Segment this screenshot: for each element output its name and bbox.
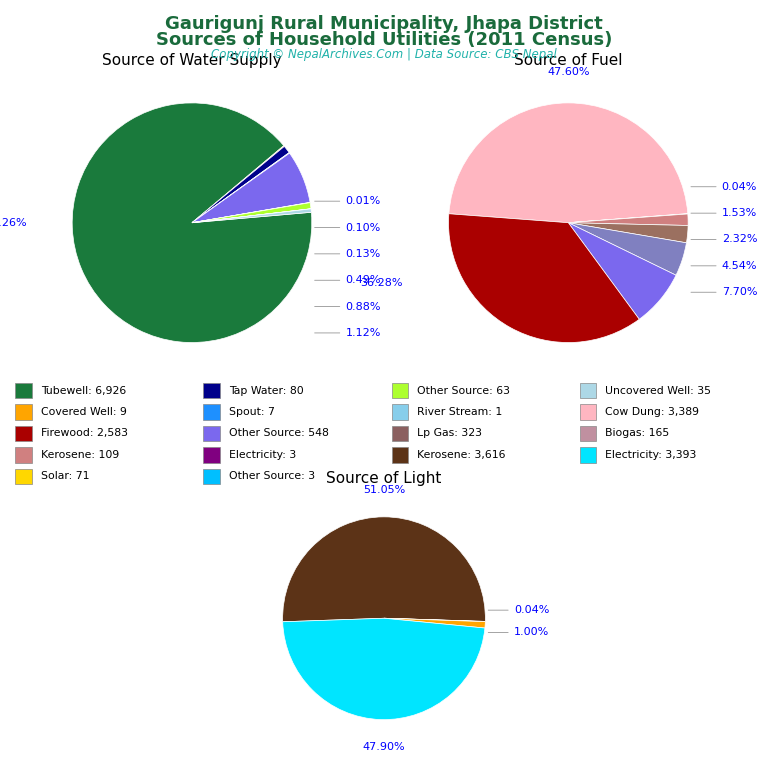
Title: Source of Fuel: Source of Fuel: [514, 53, 623, 68]
Text: 0.01%: 0.01%: [315, 196, 381, 206]
Wedge shape: [192, 209, 311, 223]
Text: Firewood: 2,583: Firewood: 2,583: [41, 429, 127, 439]
Wedge shape: [568, 214, 688, 223]
Text: 0.04%: 0.04%: [691, 182, 757, 192]
Text: Cow Dung: 3,389: Cow Dung: 3,389: [605, 407, 700, 417]
FancyBboxPatch shape: [580, 383, 596, 399]
Wedge shape: [283, 517, 485, 622]
FancyBboxPatch shape: [580, 425, 596, 441]
Wedge shape: [283, 618, 485, 720]
Text: Electricity: 3,393: Electricity: 3,393: [605, 450, 697, 460]
FancyBboxPatch shape: [392, 404, 408, 420]
Wedge shape: [192, 209, 311, 223]
Text: Lp Gas: 323: Lp Gas: 323: [417, 429, 482, 439]
FancyBboxPatch shape: [392, 425, 408, 441]
FancyBboxPatch shape: [204, 404, 220, 420]
Text: Solar: 71: Solar: 71: [41, 472, 89, 482]
Text: Copyright © NepalArchives.Com | Data Source: CBS Nepal: Copyright © NepalArchives.Com | Data Sou…: [211, 48, 557, 61]
Text: 0.49%: 0.49%: [315, 275, 381, 285]
Text: 47.60%: 47.60%: [547, 67, 590, 77]
Text: 1.53%: 1.53%: [691, 208, 757, 218]
FancyBboxPatch shape: [204, 468, 220, 484]
FancyBboxPatch shape: [204, 447, 220, 462]
Wedge shape: [568, 214, 688, 226]
FancyBboxPatch shape: [580, 404, 596, 420]
Text: Kerosene: 109: Kerosene: 109: [41, 450, 119, 460]
Wedge shape: [192, 153, 290, 223]
Text: 47.90%: 47.90%: [362, 742, 406, 752]
Text: Uncovered Well: 35: Uncovered Well: 35: [605, 386, 711, 396]
FancyBboxPatch shape: [392, 447, 408, 462]
Text: Other Source: 63: Other Source: 63: [417, 386, 510, 396]
Wedge shape: [449, 214, 639, 343]
Wedge shape: [192, 203, 311, 223]
FancyBboxPatch shape: [15, 383, 31, 399]
Wedge shape: [192, 147, 289, 223]
Text: Tubewell: 6,926: Tubewell: 6,926: [41, 386, 126, 396]
FancyBboxPatch shape: [204, 383, 220, 399]
Wedge shape: [568, 223, 687, 275]
Text: Other Source: 548: Other Source: 548: [229, 429, 329, 439]
Text: 0.04%: 0.04%: [488, 605, 549, 615]
Text: 1.00%: 1.00%: [488, 627, 549, 637]
Text: Covered Well: 9: Covered Well: 9: [41, 407, 127, 417]
Text: 51.05%: 51.05%: [362, 485, 406, 495]
Text: Gaurigunj Rural Municipality, Jhapa District: Gaurigunj Rural Municipality, Jhapa Dist…: [165, 15, 603, 33]
Wedge shape: [568, 223, 676, 319]
FancyBboxPatch shape: [15, 447, 31, 462]
Text: 0.13%: 0.13%: [315, 249, 381, 259]
FancyBboxPatch shape: [15, 404, 31, 420]
Wedge shape: [72, 103, 312, 343]
Wedge shape: [192, 153, 310, 223]
FancyBboxPatch shape: [15, 468, 31, 484]
Wedge shape: [449, 103, 688, 223]
Text: 97.26%: 97.26%: [0, 217, 27, 228]
Text: 0.88%: 0.88%: [315, 302, 381, 312]
Text: 2.32%: 2.32%: [691, 234, 757, 244]
Text: Biogas: 165: Biogas: 165: [605, 429, 670, 439]
Title: Source of Light: Source of Light: [326, 472, 442, 486]
Wedge shape: [192, 146, 284, 223]
Text: 1.12%: 1.12%: [315, 328, 381, 338]
Text: 7.70%: 7.70%: [691, 287, 757, 297]
Text: Electricity: 3: Electricity: 3: [229, 450, 296, 460]
FancyBboxPatch shape: [204, 425, 220, 441]
Wedge shape: [384, 618, 485, 628]
Text: Sources of Household Utilities (2011 Census): Sources of Household Utilities (2011 Cen…: [156, 31, 612, 48]
Wedge shape: [192, 202, 310, 223]
FancyBboxPatch shape: [580, 447, 596, 462]
Text: 4.54%: 4.54%: [691, 261, 757, 271]
Text: 36.28%: 36.28%: [360, 277, 403, 288]
Text: Other Source: 3: Other Source: 3: [229, 472, 315, 482]
FancyBboxPatch shape: [392, 383, 408, 399]
Wedge shape: [384, 618, 485, 621]
Wedge shape: [568, 223, 688, 243]
Title: Source of Water Supply: Source of Water Supply: [102, 53, 282, 68]
Text: Tap Water: 80: Tap Water: 80: [229, 386, 303, 396]
Text: Spout: 7: Spout: 7: [229, 407, 275, 417]
Text: Kerosene: 3,616: Kerosene: 3,616: [417, 450, 505, 460]
Text: 0.10%: 0.10%: [315, 223, 381, 233]
FancyBboxPatch shape: [15, 425, 31, 441]
Text: River Stream: 1: River Stream: 1: [417, 407, 502, 417]
